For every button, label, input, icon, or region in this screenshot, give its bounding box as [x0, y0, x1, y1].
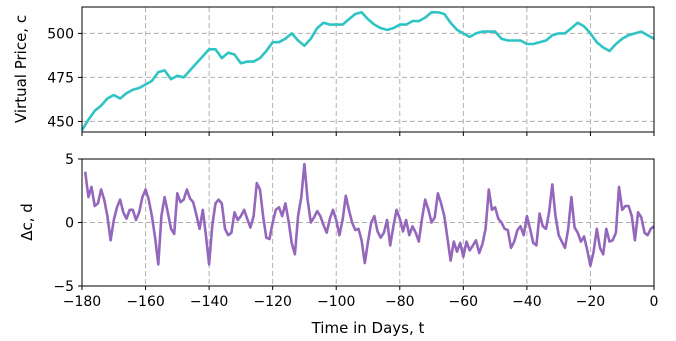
x-axis-label: Time in Days, t [311, 319, 425, 337]
x-tick-label: −180 [63, 294, 101, 310]
top-y-tick-label: 475 [47, 70, 74, 86]
top-plot: 450 475 500 Virtual Price, c [12, 7, 654, 136]
bottom-x-ticks: −180 −160 −140 −120 −100 −80 −60 −40 −20 0 [63, 286, 659, 310]
bottom-y-tick-label: 5 [65, 152, 74, 168]
delta-c-line [85, 164, 654, 266]
bottom-y-tick-label: 0 [65, 216, 74, 232]
x-tick-label: −80 [385, 294, 415, 310]
virtual-price-line [82, 12, 654, 130]
x-tick-label: −60 [449, 294, 479, 310]
top-grid [82, 7, 654, 132]
x-tick-label: −140 [190, 294, 228, 310]
bottom-y-ticks: −5 0 5 [53, 152, 82, 295]
bottom-y-axis-label: Δc, d [18, 203, 36, 241]
bottom-plot: −5 0 5 −180 −160 −140 −120 −100 −80 −60 −40 −20 0 Δ… [18, 152, 658, 337]
top-y-axis-label: Virtual Price, c [12, 15, 30, 123]
x-tick-label: −40 [512, 294, 542, 310]
top-y-ticks: 450 475 500 [47, 26, 654, 136]
x-tick-label: −120 [253, 294, 291, 310]
x-tick-label: −160 [126, 294, 164, 310]
x-tick-label: 0 [650, 294, 659, 310]
top-y-tick-label: 450 [47, 114, 74, 130]
top-axes-frame [82, 7, 654, 132]
x-tick-label: −100 [317, 294, 355, 310]
bottom-y-tick-label: −5 [53, 279, 74, 295]
top-y-tick-label: 500 [47, 26, 74, 42]
x-tick-label: −20 [576, 294, 606, 310]
